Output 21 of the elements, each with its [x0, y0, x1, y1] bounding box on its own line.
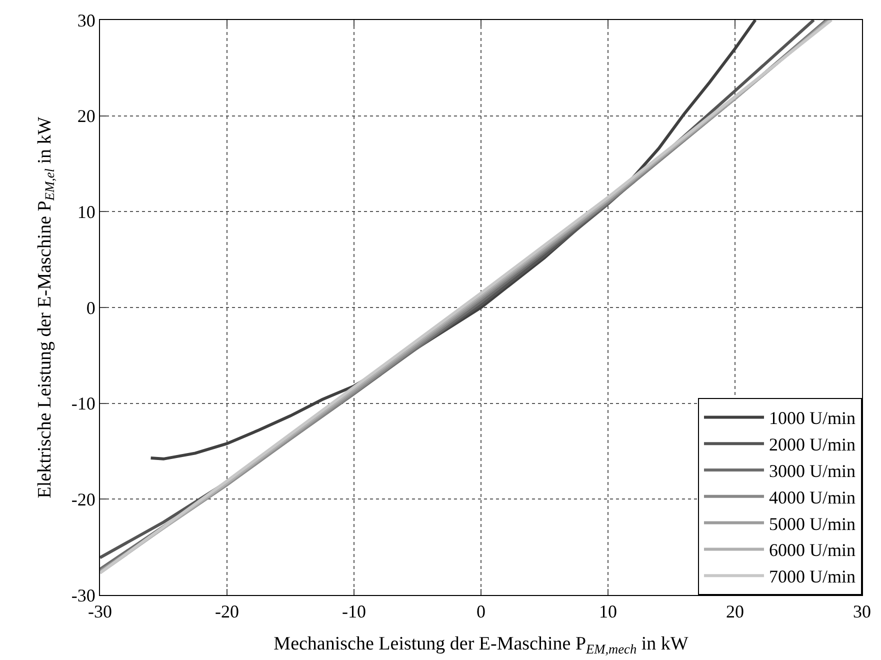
x-tick-label: -10 [342, 602, 366, 622]
x-tick-label: 10 [599, 602, 617, 622]
y-tick-label: 20 [77, 106, 96, 126]
x-tick-label: 20 [726, 602, 744, 622]
x-axis-title: Mechanische Leistung der E-Maschine P$_{EM,mech}$ in kW [274, 633, 688, 656]
y-tick-label: 0 [86, 298, 96, 318]
y-tick-label: -30 [71, 585, 96, 606]
y-tick-label: -10 [71, 394, 96, 414]
y-tick-label: 30 [77, 10, 96, 30]
legend-label: 6000 U/min [769, 540, 856, 560]
x-tick-label: -20 [215, 602, 239, 622]
legend-label: 2000 U/min [769, 434, 856, 455]
legend-label: 5000 U/min [769, 514, 856, 534]
x-tick-label: 0 [476, 602, 486, 622]
legend-label: 3000 U/min [769, 461, 856, 482]
x-tick-label: 30 [853, 602, 871, 622]
legend-label: 7000 U/min [769, 566, 856, 587]
legend-label: 4000 U/min [769, 487, 856, 508]
y-tick-label: 10 [77, 202, 96, 222]
y-tick-label: -20 [71, 489, 96, 510]
legend-label: 1000 U/min [769, 408, 856, 428]
